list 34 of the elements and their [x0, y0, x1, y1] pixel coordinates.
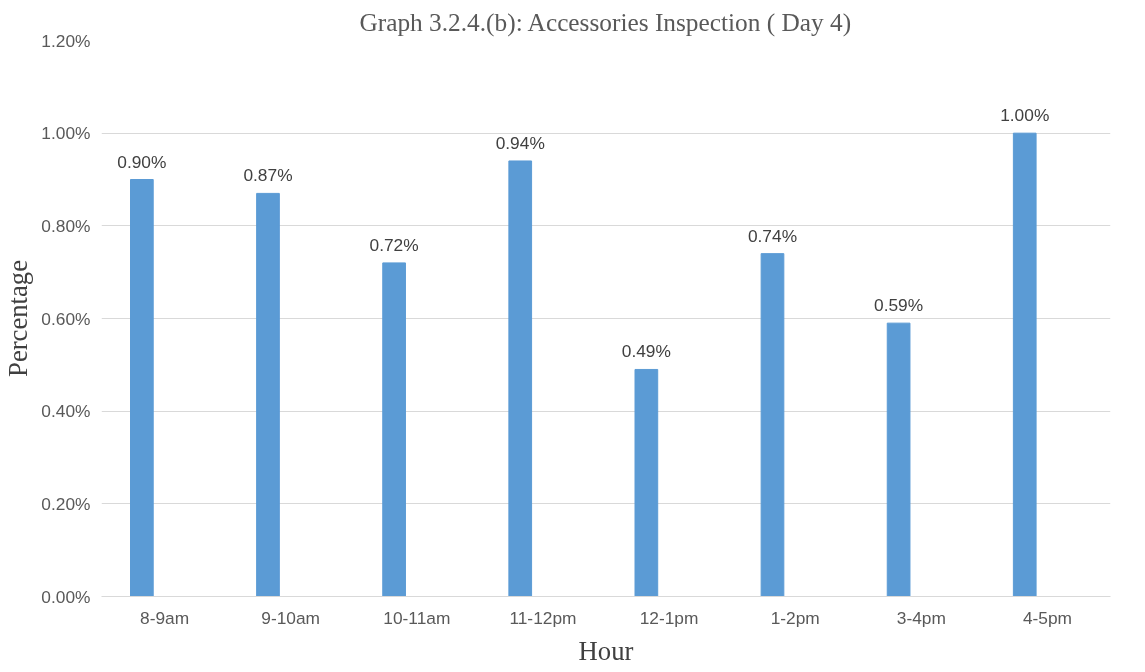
y-axis-title: Percentage — [3, 260, 34, 377]
y-tick-label: 0.60% — [41, 308, 91, 329]
data-label: 0.74% — [747, 225, 798, 246]
data-label: 1.00% — [1000, 105, 1050, 126]
bar — [130, 179, 154, 597]
x-tick-label: 1-2pm — [770, 607, 820, 628]
chart-title: Graph 3.2.4.(b): Accessories Inspection ( Day 4) — [359, 7, 852, 37]
x-tick-label: 11-12pm — [509, 607, 577, 628]
bar — [256, 192, 280, 597]
data-label: 0.87% — [243, 165, 293, 186]
data-label: 0.90% — [117, 151, 167, 172]
data-label: 0.59% — [874, 295, 924, 316]
y-tick-label: 0.80% — [41, 215, 91, 236]
data-label: 0.49% — [621, 341, 671, 362]
data-label: 0.72% — [369, 234, 419, 255]
x-tick-label: 9-10am — [261, 607, 321, 628]
bar — [760, 253, 785, 597]
y-tick-label: 0.00% — [41, 586, 91, 607]
x-tick-label: 3-4pm — [896, 607, 946, 628]
x-tick-label: 10-11am — [383, 607, 451, 628]
bar — [1012, 132, 1037, 597]
bar — [508, 160, 533, 597]
bar — [634, 368, 659, 597]
x-tick-label: 8-9am — [140, 607, 190, 628]
bar — [886, 322, 911, 597]
x-tick-label: 12-1pm — [639, 607, 699, 628]
x-axis-title: Hour — [578, 635, 634, 666]
bar — [382, 262, 406, 597]
y-tick-label: 1.20% — [41, 30, 91, 51]
data-label: 0.94% — [495, 132, 545, 153]
x-tick-label: 4-5pm — [1022, 607, 1072, 628]
y-tick-label: 0.40% — [41, 401, 91, 422]
y-tick-label: 0.20% — [41, 493, 91, 514]
y-tick-label: 1.00% — [41, 123, 91, 144]
